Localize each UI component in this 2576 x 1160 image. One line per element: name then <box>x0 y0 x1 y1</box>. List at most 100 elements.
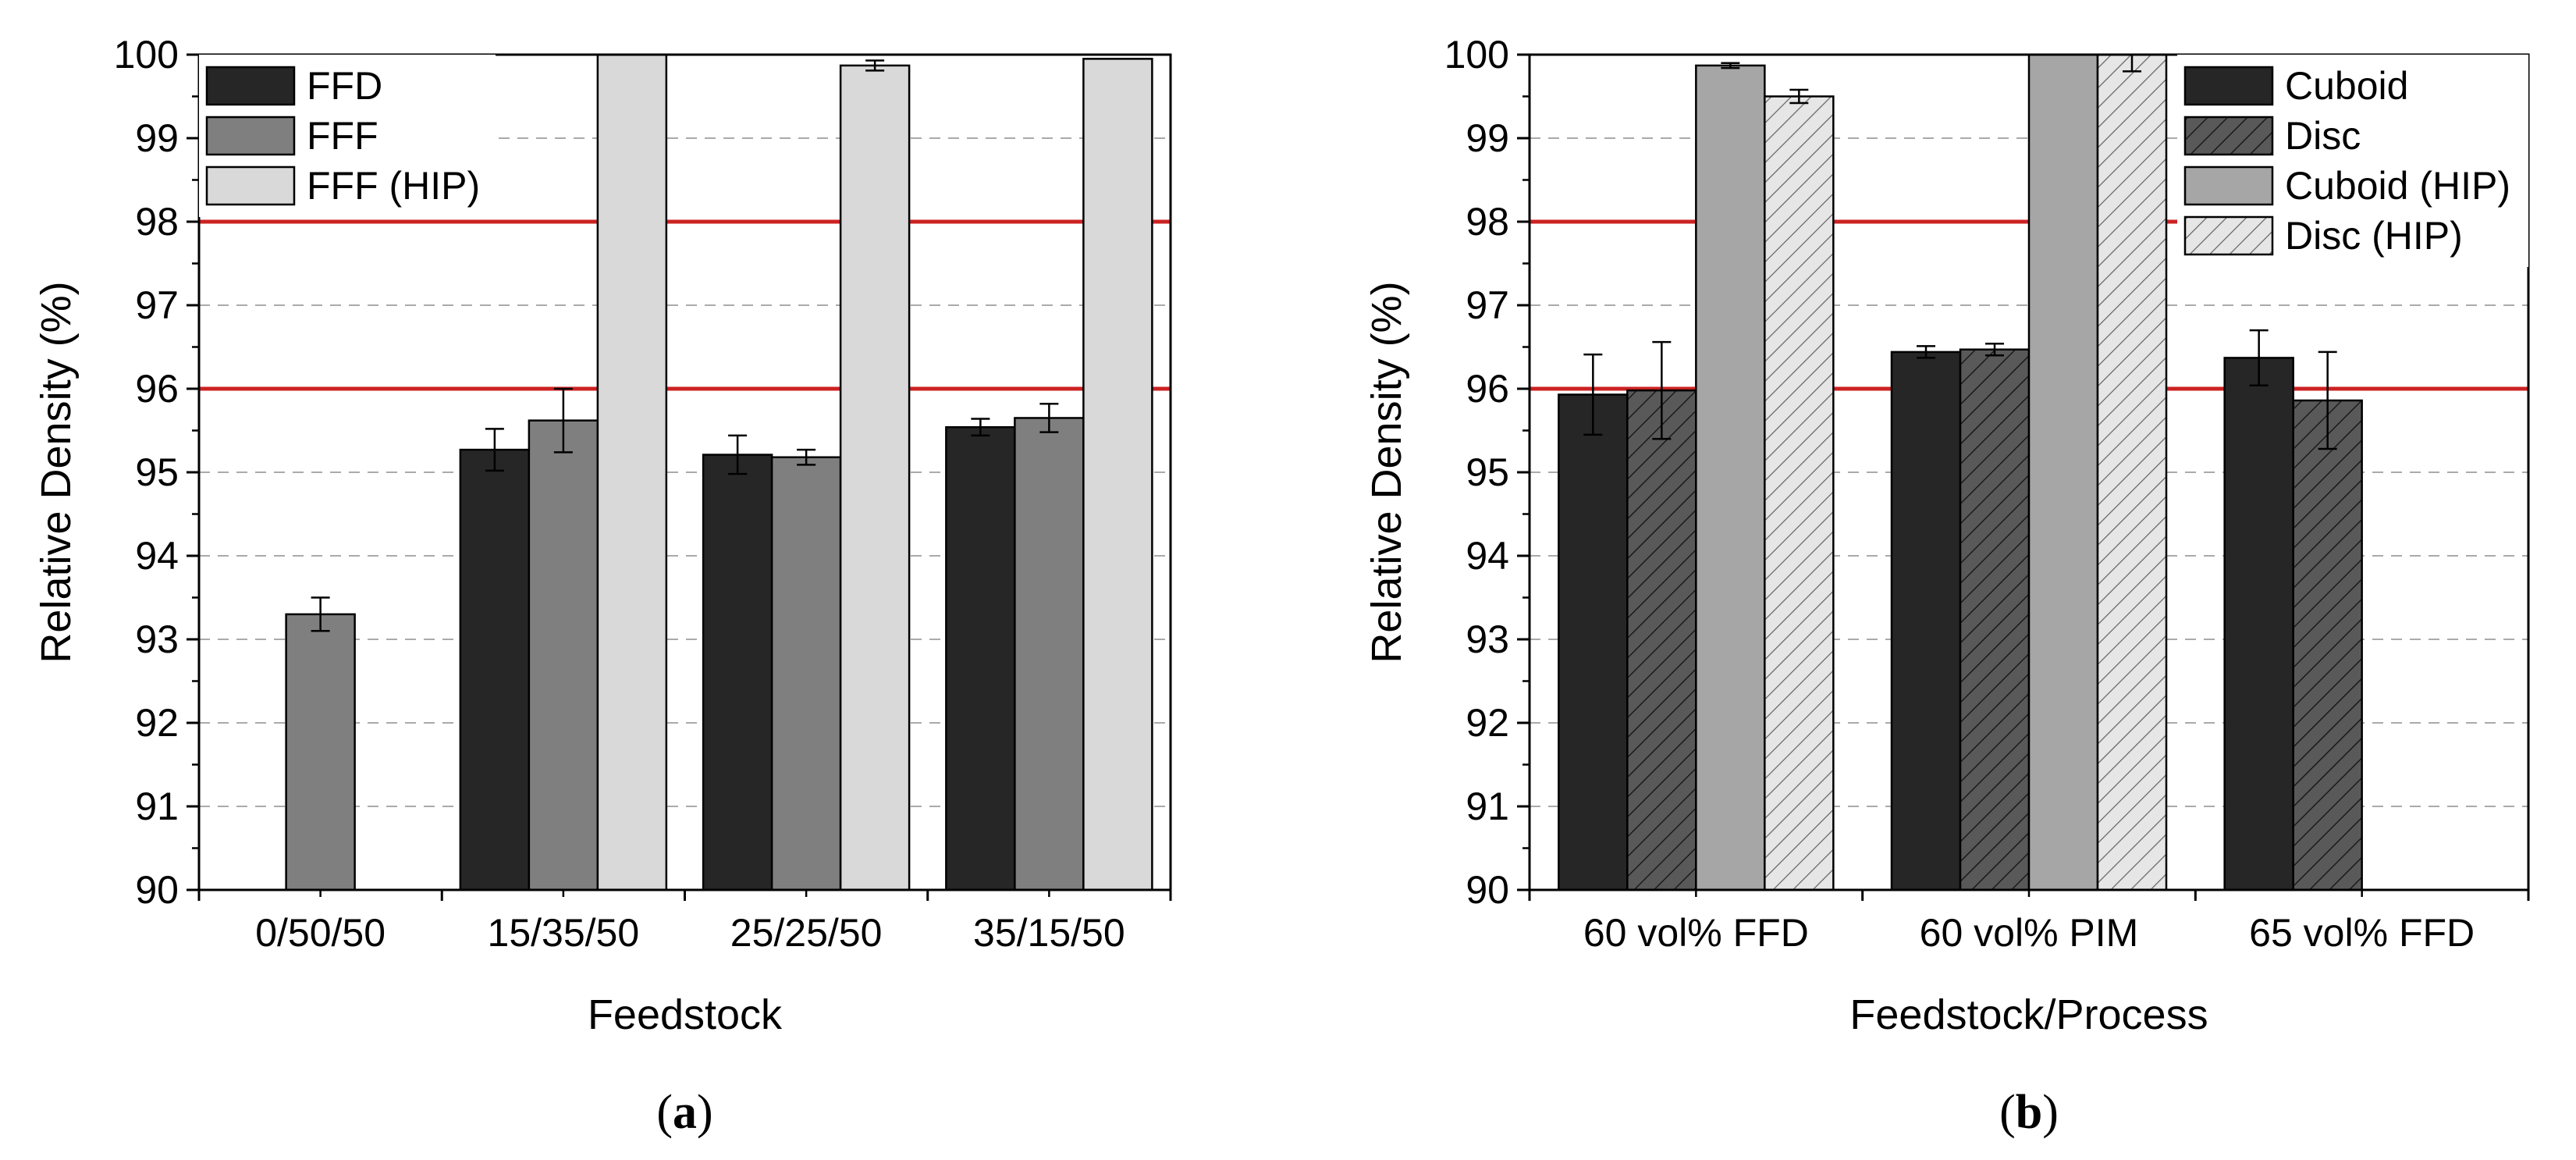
bar-disc <box>2292 399 2363 891</box>
legend-item-cuboid: Cuboid <box>2183 64 2408 108</box>
bar-fff <box>528 419 599 891</box>
x-tick-label: 0/50/50 <box>255 911 386 955</box>
bar-cuboid <box>2223 357 2294 891</box>
error-bar <box>1789 88 1809 105</box>
error-bar <box>797 448 816 466</box>
legend-item-disc: Disc <box>2183 114 2361 158</box>
y-tick-label: 100 <box>1444 33 1509 77</box>
y-tick-label: 98 <box>1466 200 1509 244</box>
error-bar <box>1652 340 1672 440</box>
legend-label: Cuboid <box>2285 64 2408 108</box>
panel-label: (a) <box>656 1086 712 1139</box>
bar-fff-hip <box>1082 58 1153 891</box>
legend-swatch <box>205 165 296 206</box>
error-bar <box>1917 345 1935 359</box>
chart-panel-a: 90 91 92 93 94 95 96 97 98 99 100 0/50/50 15/35/50 25… <box>33 33 1172 1139</box>
error-bar <box>1721 62 1740 69</box>
y-tick-label: 99 <box>1466 116 1509 160</box>
error-bar <box>553 387 573 454</box>
error-bar <box>2318 350 2337 450</box>
x-tick-label: 60 vol% PIM <box>1920 911 2139 955</box>
x-tick-label: 60 vol% FFD <box>1583 911 1809 955</box>
x-tick-label: 65 vol% FFD <box>2249 911 2475 955</box>
y-tick-label: 93 <box>1466 617 1509 661</box>
bar-disc <box>1626 389 1697 891</box>
axes: 90 91 92 93 94 95 96 97 98 99 100 60 vol% FFD 60 vol… <box>1444 33 2530 955</box>
y-axis-label: Relative Density (%) <box>1363 281 1410 663</box>
bars <box>285 53 1153 891</box>
axes: 90 91 92 93 94 95 96 97 98 99 100 0/50/50 15/35/50 25… <box>114 33 1172 955</box>
legend: FFD FFF FFF (HIP) <box>199 55 496 217</box>
y-tick-label: 90 <box>1466 868 1509 912</box>
bar-ffd <box>945 425 1016 891</box>
legend-label: FFD <box>307 64 382 108</box>
y-tick-label: 91 <box>1466 785 1509 828</box>
error-bar <box>1985 342 2004 357</box>
bar-disc-hip <box>2096 53 2168 891</box>
y-tick-label: 94 <box>1466 534 1509 578</box>
legend-label: Disc (HIP) <box>2285 214 2463 258</box>
error-bar <box>311 596 330 632</box>
y-tick-label: 98 <box>135 200 179 244</box>
bar-disc <box>1959 348 2031 891</box>
chart-panel-b: 90 91 92 93 94 95 96 97 98 99 100 60 vol% FFD 60 vol… <box>1363 33 2530 1139</box>
reference-lines <box>199 219 1171 391</box>
bar-cuboid <box>1890 350 1962 891</box>
legend-item-fff: FFF <box>205 114 378 158</box>
bar-cuboid-hip <box>2027 53 2099 891</box>
y-tick-label: 92 <box>135 701 179 745</box>
bar-disc-hip <box>1764 95 1835 891</box>
bar-fff-hip <box>839 64 911 891</box>
legend-label: Cuboid (HIP) <box>2285 164 2510 208</box>
error-bar <box>1583 353 1603 436</box>
bar-cuboid <box>1558 393 1629 891</box>
y-axis-label: Relative Density (%) <box>33 281 80 663</box>
bar-fff-hip <box>596 53 668 891</box>
x-tick-label: 15/35/50 <box>488 911 640 955</box>
y-tick-label: 92 <box>1466 701 1509 745</box>
legend-item-fff-hip: FFF (HIP) <box>205 164 480 208</box>
bar-fff <box>1014 417 1085 891</box>
error-bar <box>1039 403 1059 433</box>
y-tick-label: 91 <box>135 785 179 828</box>
panel-label: (b) <box>1999 1086 2059 1139</box>
error-bar <box>971 418 990 437</box>
legend: Cuboid Disc Cuboid (HIP) Disc (HIP) <box>2177 55 2528 267</box>
bar-cuboid-hip <box>1695 64 1766 891</box>
y-tick-label: 100 <box>114 33 179 77</box>
y-tick-label: 93 <box>135 617 179 661</box>
legend-item-cuboid-hip: Cuboid (HIP) <box>2183 164 2510 208</box>
legend-label: Disc <box>2285 114 2361 158</box>
x-tick-label: 35/15/50 <box>973 911 1125 955</box>
legend-swatch <box>205 66 296 106</box>
x-tick-label: 25/25/50 <box>730 911 883 955</box>
y-tick-label: 97 <box>135 283 179 327</box>
legend-item-ffd: FFD <box>205 64 382 108</box>
error-bar <box>865 59 885 72</box>
legend-swatch <box>205 116 296 156</box>
x-axis-label: Feedstock/Process <box>1849 991 2208 1038</box>
legend-item-disc-hip: Disc (HIP) <box>2183 214 2463 258</box>
y-tick-label: 94 <box>135 534 179 578</box>
bar-fff <box>770 456 842 891</box>
error-bar <box>728 434 748 475</box>
bar-ffd <box>459 448 531 891</box>
y-tick-label: 99 <box>135 116 179 160</box>
y-tick-label: 90 <box>135 868 179 912</box>
error-bar <box>2249 329 2269 386</box>
error-bars <box>311 59 1059 632</box>
y-tick-label: 96 <box>135 367 179 411</box>
legend-swatch <box>2183 66 2274 106</box>
bar-ffd <box>702 454 773 891</box>
y-tick-label: 96 <box>1466 367 1509 411</box>
x-axis-label: Feedstock <box>588 991 783 1038</box>
y-tick-label: 95 <box>135 450 179 494</box>
legend-label: FFF <box>307 114 378 158</box>
error-bars <box>1583 53 2337 450</box>
legend-label: FFF (HIP) <box>307 164 480 208</box>
y-tick-label: 97 <box>1466 283 1509 327</box>
bar-fff <box>285 613 356 891</box>
legend-swatch <box>2183 116 2274 156</box>
legend-swatch <box>2183 165 2274 206</box>
